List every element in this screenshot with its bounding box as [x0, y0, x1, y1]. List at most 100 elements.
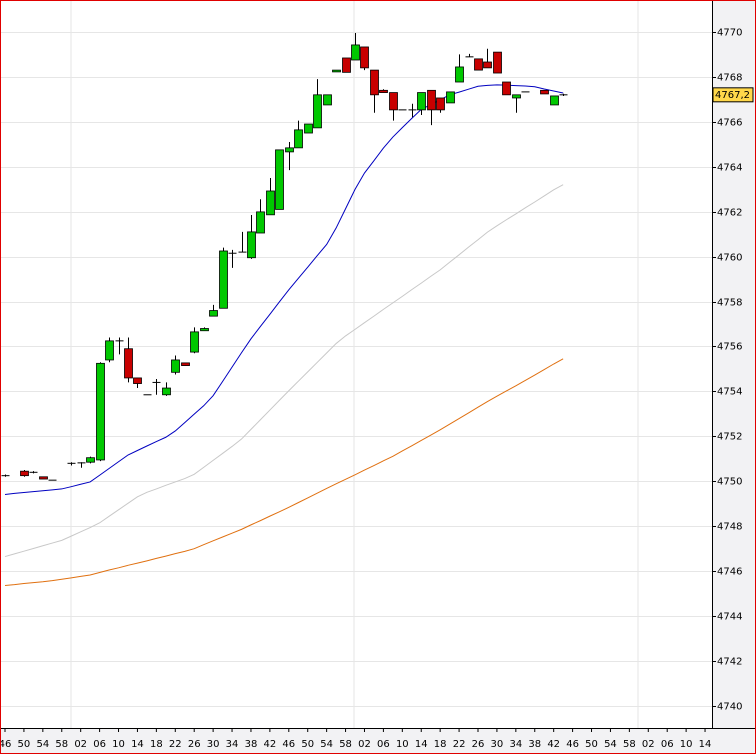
y-tick-label: 4754 — [717, 387, 742, 398]
x-tick-label: 38 — [528, 739, 541, 750]
candle-body — [181, 362, 190, 366]
ma-line — [4, 184, 564, 558]
x-tick-label: 58 — [339, 739, 352, 750]
candle-body — [96, 362, 105, 461]
y-tick-label: 4768 — [717, 73, 742, 84]
x-tick-label: 30 — [207, 739, 220, 750]
x-tick-label: 02 — [358, 739, 371, 750]
candle-body — [360, 46, 369, 69]
x-tick-label: 50 — [585, 739, 598, 750]
candle-body — [455, 66, 464, 83]
x-tick-label: 42 — [547, 739, 560, 750]
candle-body — [417, 92, 426, 111]
y-tick-label: 4760 — [717, 253, 742, 264]
y-tick-label: 4748 — [717, 522, 742, 533]
candle-body — [20, 470, 29, 477]
candle-body — [247, 231, 256, 259]
x-axis-panel — [0, 728, 756, 754]
y-tick-label: 4762 — [717, 208, 742, 219]
x-tick-label: 58 — [55, 739, 68, 750]
x-tick-label: 02 — [642, 739, 655, 750]
y-tick-label: 4770 — [717, 28, 742, 39]
x-tick-label: 18 — [150, 739, 163, 750]
x-tick-label: 54 — [604, 739, 617, 750]
candle-body — [493, 51, 502, 74]
candle-body — [389, 92, 398, 111]
x-tick-label: 54 — [320, 739, 333, 750]
candle-body — [256, 211, 265, 234]
x-tick-label: 10 — [112, 739, 125, 750]
x-tick-label: 14 — [699, 739, 712, 750]
x-tick-label: 26 — [472, 739, 485, 750]
y-tick-label: 4750 — [717, 477, 742, 488]
last-price-label: 4767,2 — [715, 90, 750, 101]
x-tick-label: 22 — [169, 739, 182, 750]
candle-body — [285, 147, 294, 153]
candle-body — [190, 331, 199, 353]
x-tick-label: 06 — [661, 739, 674, 750]
y-tick-label: 4752 — [717, 432, 742, 443]
candle-body — [275, 149, 284, 210]
candle-body — [483, 61, 492, 69]
x-tick-label: 06 — [93, 739, 106, 750]
candle-body — [446, 91, 455, 104]
x-tick-label: 46 — [0, 739, 11, 750]
x-tick-label: 46 — [282, 739, 295, 750]
y-tick-label: 4764 — [717, 163, 742, 174]
candle-body — [266, 190, 275, 216]
candle-body — [133, 377, 142, 384]
candle-body — [379, 89, 388, 93]
marks — [1, 33, 568, 587]
x-tick-label: 10 — [680, 739, 693, 750]
x-tick-label: 50 — [301, 739, 314, 750]
candle-body — [171, 359, 180, 373]
candle-body — [502, 81, 511, 96]
x-tick-label: 10 — [396, 739, 409, 750]
x-tick-label: 14 — [415, 739, 428, 750]
y-tick-label: 4744 — [717, 612, 742, 623]
candle-body — [332, 69, 341, 73]
x-tick-label: 34 — [226, 739, 239, 750]
candle-body — [474, 58, 483, 71]
y-tick-label: 4756 — [717, 342, 742, 353]
x-tick-label: 34 — [509, 739, 522, 750]
candle-body — [162, 387, 171, 396]
candle-body — [436, 97, 445, 111]
x-tick-label: 02 — [74, 739, 87, 750]
candle-body — [86, 457, 95, 463]
candle-body — [313, 94, 322, 129]
x-tick-label: 42 — [264, 739, 277, 750]
y-tick-label: 4766 — [717, 118, 742, 129]
candle-body — [304, 123, 313, 134]
candle-body — [39, 476, 48, 480]
grid — [0, 0, 712, 728]
x-tick-label: 06 — [377, 739, 390, 750]
x-tick-label: 50 — [18, 739, 31, 750]
candle-body — [351, 44, 360, 61]
candle-body — [342, 57, 351, 73]
y-tick-label: 4742 — [717, 657, 742, 668]
candle-body — [219, 250, 228, 309]
candle-body — [209, 310, 218, 317]
y-tick-label: 4758 — [717, 298, 742, 309]
x-tick-label: 58 — [623, 739, 636, 750]
x-tick-label: 38 — [245, 739, 258, 750]
candle-body — [200, 328, 209, 332]
y-tick-label: 4740 — [717, 702, 742, 713]
candle-body — [323, 94, 332, 106]
candle-body — [540, 89, 549, 95]
x-tick-label: 30 — [491, 739, 504, 750]
ma-line — [4, 84, 564, 496]
x-tick-label: 46 — [566, 739, 579, 750]
y-axis-panel — [712, 0, 756, 754]
candle-body — [550, 95, 559, 106]
candle-body — [370, 69, 379, 96]
candle-body — [427, 89, 436, 111]
ma-line — [4, 358, 564, 587]
x-tick-label: 26 — [188, 739, 201, 750]
x-tick-label: 54 — [36, 739, 49, 750]
candle-body — [294, 129, 303, 149]
candle-body — [105, 340, 114, 361]
plot-area — [0, 0, 712, 728]
